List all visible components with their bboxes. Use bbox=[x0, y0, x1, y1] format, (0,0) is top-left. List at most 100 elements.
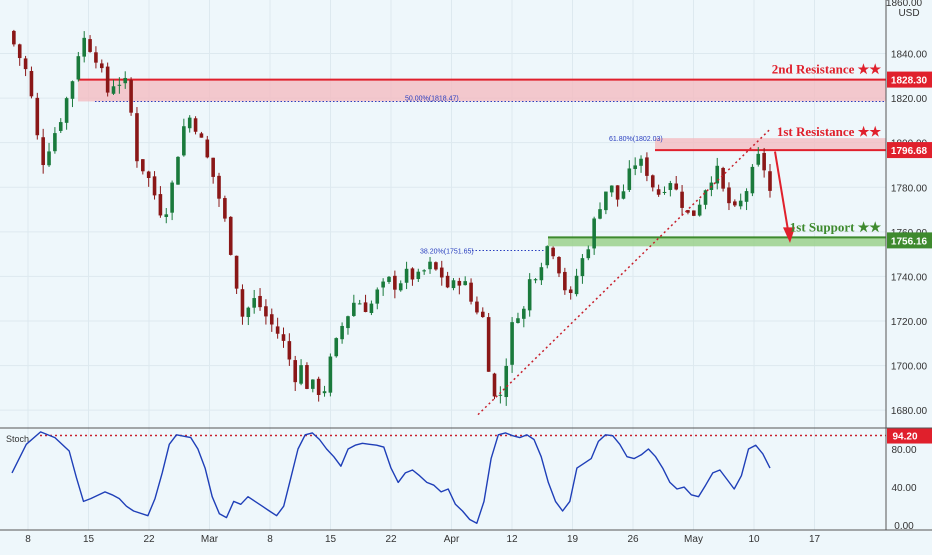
price-tag-resistance-1-bg bbox=[887, 142, 932, 159]
candle bbox=[299, 359, 303, 386]
candle-body bbox=[744, 191, 749, 202]
candle-body bbox=[662, 191, 667, 193]
candle-body bbox=[563, 271, 567, 291]
candle-body bbox=[434, 262, 438, 270]
x-tick-label: Apr bbox=[444, 534, 460, 545]
stochastic-panel: Stoch 94.20 bbox=[6, 427, 932, 524]
candle-body bbox=[516, 318, 520, 323]
candle bbox=[492, 372, 497, 400]
candle bbox=[522, 306, 526, 328]
candle bbox=[363, 294, 368, 313]
candle-body bbox=[252, 298, 256, 308]
price-tag-resistance-1-text: 1796.68 bbox=[891, 146, 928, 157]
candle bbox=[621, 184, 626, 200]
candle bbox=[129, 77, 133, 116]
candle bbox=[592, 216, 596, 255]
candle-body bbox=[480, 311, 485, 318]
candle-body bbox=[223, 198, 227, 219]
candle bbox=[117, 77, 122, 94]
candle-body bbox=[527, 279, 532, 311]
candle-body bbox=[88, 39, 92, 52]
candle-body bbox=[334, 338, 339, 357]
candle-body bbox=[352, 302, 356, 316]
candle bbox=[768, 164, 772, 198]
candle bbox=[205, 135, 210, 159]
candle-body bbox=[727, 187, 731, 204]
candle bbox=[58, 118, 63, 134]
candle bbox=[504, 358, 509, 406]
y-tick-label: 1820.00 bbox=[891, 94, 928, 105]
candle bbox=[498, 386, 503, 404]
candle bbox=[738, 193, 743, 210]
candle bbox=[686, 209, 690, 215]
candle-body bbox=[404, 268, 409, 283]
candle bbox=[170, 180, 174, 221]
candle bbox=[510, 317, 514, 373]
candle bbox=[398, 280, 403, 292]
stoch-level-tag-bg bbox=[887, 427, 932, 444]
price-label-top: 1860.00 bbox=[886, 0, 923, 9]
forecast-arrow-head bbox=[783, 227, 795, 243]
candle-body bbox=[463, 281, 467, 286]
candle-body bbox=[211, 157, 215, 177]
candle bbox=[645, 152, 649, 182]
candle bbox=[240, 284, 245, 325]
candle-body bbox=[99, 63, 104, 69]
candle-body bbox=[451, 280, 456, 289]
candle-body bbox=[668, 183, 673, 190]
candle bbox=[346, 315, 350, 335]
candle bbox=[305, 362, 309, 390]
candle-body bbox=[340, 325, 344, 340]
candle-body bbox=[457, 280, 462, 286]
x-tick-label: May bbox=[684, 534, 703, 545]
candle-body bbox=[393, 275, 397, 290]
candle bbox=[53, 127, 57, 154]
resistance-1-zone bbox=[655, 138, 886, 151]
candle-body bbox=[768, 171, 772, 191]
price-tag-support-1: 1756.16 bbox=[887, 232, 932, 249]
candle-body bbox=[498, 394, 503, 396]
candle bbox=[340, 322, 344, 344]
y-tick-label: 1840.00 bbox=[891, 50, 928, 61]
x-tick-label: 19 bbox=[567, 534, 579, 545]
candle bbox=[733, 199, 737, 207]
candle-body bbox=[346, 316, 350, 329]
candles bbox=[12, 29, 772, 406]
candle-body bbox=[492, 373, 497, 397]
candle bbox=[82, 31, 86, 63]
candle bbox=[287, 333, 292, 366]
candle-body bbox=[281, 334, 286, 341]
candle bbox=[316, 376, 321, 402]
candle-body bbox=[539, 267, 544, 281]
candle bbox=[135, 107, 139, 168]
candle bbox=[697, 199, 702, 217]
candle bbox=[99, 59, 104, 73]
candle bbox=[223, 195, 227, 222]
candle-body bbox=[12, 30, 16, 45]
x-tick-label: Mar bbox=[201, 534, 219, 545]
fib-382-label: 38.20%(1751.65) bbox=[420, 248, 474, 255]
candle bbox=[105, 62, 110, 97]
x-tick-label: 8 bbox=[25, 534, 31, 545]
candle-body bbox=[586, 249, 591, 259]
trendline bbox=[477, 128, 795, 416]
stoch-y-tick: 80.00 bbox=[891, 445, 916, 456]
candle-body bbox=[639, 158, 643, 166]
candle-body bbox=[568, 289, 573, 294]
candle bbox=[64, 96, 69, 130]
candle-body bbox=[141, 159, 145, 172]
candle-body bbox=[750, 166, 755, 194]
candle-body bbox=[299, 365, 303, 384]
candle-body bbox=[117, 84, 122, 86]
candle bbox=[47, 142, 51, 167]
candle bbox=[539, 262, 544, 285]
candle-body bbox=[375, 289, 380, 304]
candle bbox=[615, 185, 620, 207]
candle-body bbox=[311, 379, 315, 389]
candle-body bbox=[486, 317, 491, 372]
candle bbox=[762, 147, 766, 178]
resistance-2-zone bbox=[78, 79, 886, 102]
candle-body bbox=[170, 182, 174, 213]
support-1-zone bbox=[548, 237, 886, 247]
